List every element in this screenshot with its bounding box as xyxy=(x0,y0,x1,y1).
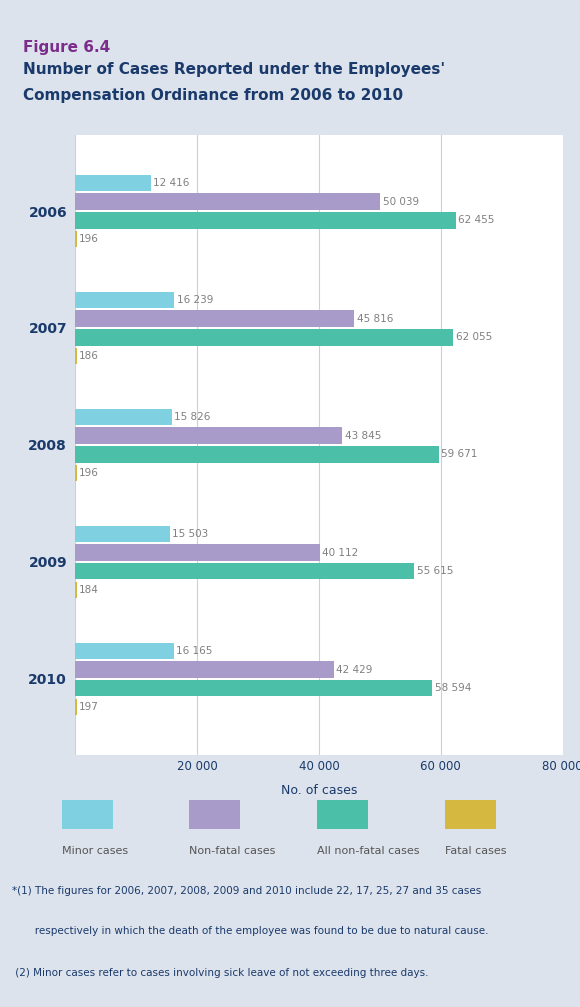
Text: 184: 184 xyxy=(79,585,99,595)
Text: 62 455: 62 455 xyxy=(458,215,495,226)
Text: respectively in which the death of the employee was found to be due to natural c: respectively in which the death of the e… xyxy=(12,926,488,937)
Text: 15 503: 15 503 xyxy=(172,529,208,539)
Text: 16 165: 16 165 xyxy=(176,645,213,656)
Text: 186: 186 xyxy=(79,351,99,362)
Text: 16 239: 16 239 xyxy=(177,295,213,305)
Text: Fatal cases: Fatal cases xyxy=(444,847,506,857)
FancyBboxPatch shape xyxy=(61,801,113,829)
Text: Number of Cases Reported under the Employees': Number of Cases Reported under the Emplo… xyxy=(23,61,445,77)
Bar xyxy=(75,662,334,678)
Text: Compensation Ordinance from 2006 to 2010: Compensation Ordinance from 2006 to 2010 xyxy=(23,88,403,103)
Text: 45 816: 45 816 xyxy=(357,313,393,323)
FancyBboxPatch shape xyxy=(444,801,495,829)
Bar xyxy=(75,526,170,542)
Text: 62 055: 62 055 xyxy=(456,332,492,342)
Text: 40 112: 40 112 xyxy=(322,548,358,558)
FancyBboxPatch shape xyxy=(317,801,368,829)
Bar xyxy=(75,465,77,481)
Text: 15 826: 15 826 xyxy=(174,412,211,422)
Bar xyxy=(75,446,439,462)
Text: All non-fatal cases: All non-fatal cases xyxy=(317,847,419,857)
Text: 43 845: 43 845 xyxy=(345,431,381,441)
Bar xyxy=(75,545,320,561)
Text: Non-fatal cases: Non-fatal cases xyxy=(189,847,276,857)
Bar xyxy=(75,699,77,715)
Text: Figure 6.4: Figure 6.4 xyxy=(23,40,110,55)
Bar xyxy=(75,582,77,598)
Bar xyxy=(75,409,172,425)
Text: 196: 196 xyxy=(79,234,99,244)
Bar xyxy=(75,347,77,365)
Text: 12 416: 12 416 xyxy=(154,178,190,188)
Text: (2) Minor cases refer to cases involving sick leave of not exceeding three days.: (2) Minor cases refer to cases involving… xyxy=(12,968,428,978)
Bar xyxy=(75,642,174,659)
Text: *(1) The figures for 2006, 2007, 2008, 2009 and 2010 include 22, 17, 25, 27 and : *(1) The figures for 2006, 2007, 2008, 2… xyxy=(12,886,481,896)
Bar xyxy=(75,231,77,248)
Text: 59 671: 59 671 xyxy=(441,449,477,459)
Text: 50 039: 50 039 xyxy=(383,196,419,206)
Text: 197: 197 xyxy=(79,702,99,712)
Text: 58 594: 58 594 xyxy=(434,684,471,693)
FancyBboxPatch shape xyxy=(189,801,240,829)
Text: 196: 196 xyxy=(79,468,99,478)
Text: 55 615: 55 615 xyxy=(416,566,453,576)
Bar xyxy=(75,680,432,697)
X-axis label: No. of cases: No. of cases xyxy=(281,783,357,797)
Bar xyxy=(75,329,454,345)
Text: 42 429: 42 429 xyxy=(336,665,372,675)
Bar xyxy=(75,310,354,327)
Text: Minor cases: Minor cases xyxy=(61,847,128,857)
Bar xyxy=(75,193,380,209)
Bar xyxy=(75,292,175,308)
Bar xyxy=(75,563,414,579)
Bar xyxy=(75,212,456,229)
Bar xyxy=(75,427,342,444)
Bar xyxy=(75,175,151,191)
